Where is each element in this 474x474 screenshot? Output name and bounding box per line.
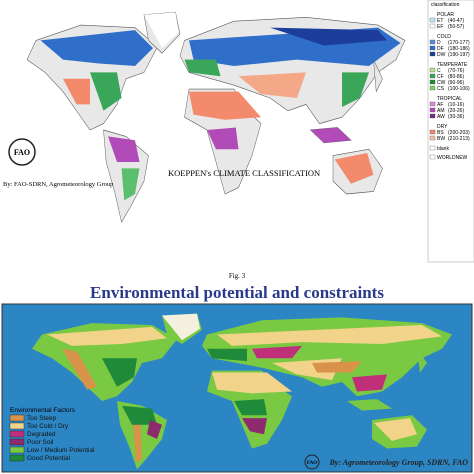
legend-range: (210-213) — [448, 136, 470, 142]
legend-extra: blank — [437, 146, 449, 152]
legend-code: ET — [437, 18, 443, 24]
climate-credit: By: FAO-SDRN, Agrometeorology Group — [3, 181, 113, 188]
legend-group: DRY — [437, 124, 448, 130]
figure-caption: Fig. 3 — [229, 272, 246, 280]
legend-code: BW — [437, 136, 445, 142]
legend-swatch — [429, 101, 436, 107]
legend-code: AW — [437, 114, 445, 120]
legend-item: Degraded — [27, 431, 56, 438]
legend-swatch — [429, 79, 436, 85]
legend-swatch — [429, 45, 436, 51]
climate-map — [26, 11, 406, 223]
climate-title: KOEPPEN's CLIMATE CLASSIFICATION — [168, 168, 320, 178]
legend-code: D — [437, 40, 441, 46]
legend-code: CW — [437, 80, 446, 86]
legend-range: (200-203) — [448, 130, 470, 136]
legend-code: CF — [437, 74, 444, 80]
fao-logo: FAO — [8, 138, 36, 166]
legend-swatch — [9, 438, 25, 446]
legend-code: DW — [437, 52, 446, 58]
environment-credit: By: Agrometeorology Group, SDRN, FAO — [328, 458, 468, 467]
legend-range: (30-36) — [448, 114, 464, 120]
legend-item: Good Potential — [27, 455, 71, 462]
legend-range: (20-26) — [448, 108, 464, 114]
legend-swatch — [429, 39, 436, 45]
legend-extra: WORLDNEW — [437, 155, 468, 161]
legend-header: classification — [431, 2, 460, 8]
legend-code: CS — [437, 86, 445, 92]
legend-swatch — [429, 107, 436, 113]
legend-swatch — [9, 454, 25, 462]
legend-group: COLD — [437, 34, 451, 40]
legend-title: Environmental Factors — [10, 407, 76, 414]
legend-group: TROPICAL — [437, 96, 462, 102]
legend-swatch — [429, 129, 436, 135]
legend-swatch — [9, 430, 25, 438]
legend-group: POLAR — [437, 12, 454, 18]
legend-code: DF — [437, 46, 444, 52]
legend-range: (80-86) — [448, 74, 464, 80]
svg-text:FAO: FAO — [14, 148, 30, 157]
fao-logo-small: FAO — [304, 454, 320, 470]
legend-code: C — [437, 68, 441, 74]
legend-range: (90-96) — [448, 80, 464, 86]
legend-swatch — [429, 154, 436, 160]
legend-item: Low / Medium Potential — [27, 447, 95, 454]
legend-range: (10-16) — [448, 102, 464, 108]
legend-range: (70-76) — [448, 68, 464, 74]
legend-range: (170-177) — [448, 40, 470, 46]
legend-range: (50-57) — [448, 24, 464, 30]
legend-item: Too Steep — [27, 415, 57, 422]
legend-swatch — [429, 51, 436, 57]
legend-swatch — [429, 17, 436, 23]
legend-swatch — [429, 23, 436, 29]
environment-map — [32, 313, 452, 470]
legend-range: (190-197) — [448, 52, 470, 58]
heading: Environmental potential and constraints — [90, 283, 384, 302]
legend-swatch — [9, 446, 25, 454]
legend-code: AF — [437, 102, 443, 108]
legend-swatch — [429, 85, 436, 91]
legend-item: Too Cold / Dry — [27, 423, 69, 430]
legend-range: (40-47) — [448, 18, 464, 24]
legend-item: Poor Soil — [27, 439, 54, 446]
legend-swatch — [429, 145, 436, 151]
legend-swatch — [429, 135, 436, 141]
legend-group: TEMPERATE — [437, 62, 468, 68]
legend-swatch — [429, 73, 436, 79]
legend-swatch — [429, 67, 436, 73]
legend-swatch — [429, 113, 436, 119]
legend-range: (180-186) — [448, 46, 470, 52]
legend-code: EF — [437, 24, 443, 30]
legend-code: BS — [437, 130, 444, 136]
legend-code: AM — [437, 108, 445, 114]
legend-range: (100-106) — [448, 86, 470, 92]
svg-text:FAO: FAO — [307, 461, 317, 466]
legend-swatch — [9, 422, 25, 430]
legend-swatch — [9, 414, 25, 422]
